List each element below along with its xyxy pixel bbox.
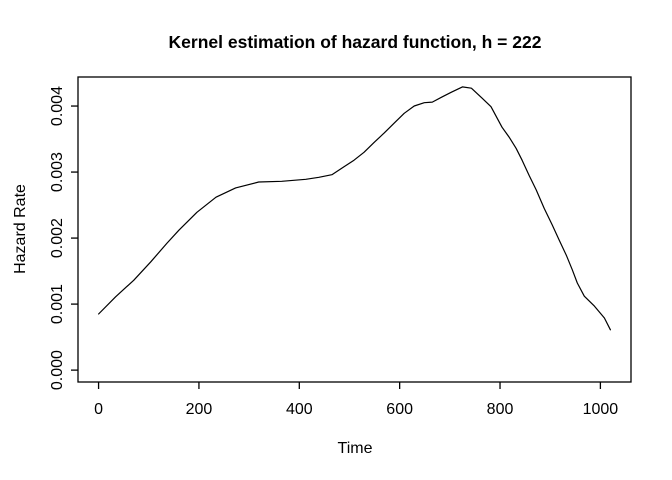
hazard-curve — [97, 86, 612, 331]
hazard-curve-group — [97, 86, 612, 331]
y-tick-label: 0.004 — [49, 86, 66, 126]
x-tick-label: 1000 — [583, 401, 619, 418]
x-tick-label: 0 — [94, 401, 103, 418]
axis-ticks: 0 200 400 600 800 1000 0.000 0.001 0.002 0.003 0.0… — [49, 86, 618, 418]
y-axis-label: Hazard Rate — [12, 184, 29, 274]
x-tick-label: 400 — [286, 401, 313, 418]
chart-title: Kernel estimation of hazard function, h … — [169, 32, 542, 52]
x-tick-label: 800 — [487, 401, 514, 418]
x-axis-label: Time — [338, 440, 373, 457]
plot-frame — [77, 76, 632, 383]
x-tick-label: 200 — [186, 401, 213, 418]
y-tick-label: 0.000 — [49, 350, 66, 390]
y-tick-label: 0.001 — [49, 284, 66, 324]
plot-box — [77, 76, 632, 383]
y-tick-label: 0.003 — [49, 152, 66, 192]
x-tick-label: 600 — [386, 401, 413, 418]
y-tick-label: 0.002 — [49, 218, 66, 258]
